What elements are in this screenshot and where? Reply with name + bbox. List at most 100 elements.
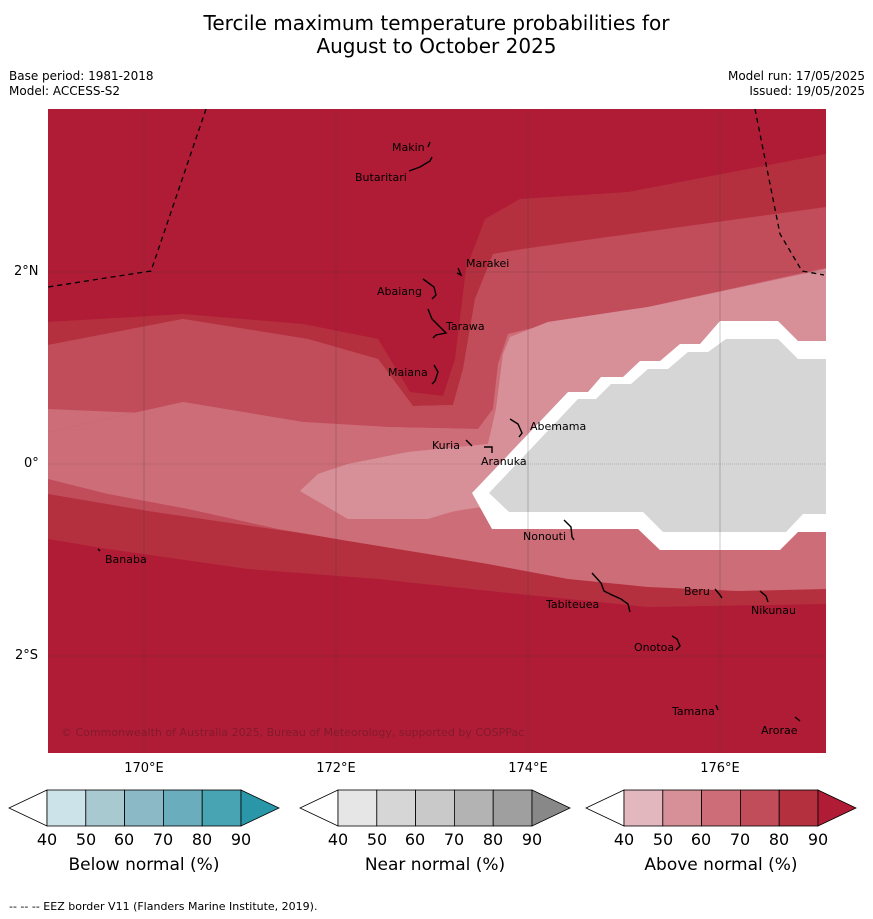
label-abaiang: Abaiang <box>377 285 422 298</box>
colorbar-cell <box>453 789 494 827</box>
tick: 60 <box>405 830 425 849</box>
label-makin: Makin <box>392 141 425 154</box>
graticule <box>48 109 826 753</box>
model-run: Model run: 17/05/2025 <box>727 69 865 83</box>
label-banaba: Banaba <box>105 553 147 566</box>
island-arorae <box>794 716 801 722</box>
probability-map: Makin Butaritari Marakei Abaiang Tarawa … <box>48 109 826 753</box>
islands <box>97 141 801 722</box>
meta-left: Base period: 1981-2018 Model: ACCESS-S2 <box>9 69 154 99</box>
eez-footnote: -- -- -- EEZ border V11 (Flanders Marine… <box>9 900 318 913</box>
title-line-1: Tercile maximum temperature probabilitie… <box>203 11 670 35</box>
island-marakei <box>456 267 463 277</box>
colorbar-cell <box>739 789 780 827</box>
label-tamana: Tamana <box>671 705 715 718</box>
label-tarawa: Tarawa <box>445 320 485 333</box>
colorbar-cell <box>376 789 417 827</box>
colorbar-ticks: 40 50 60 70 80 90 <box>37 830 251 849</box>
lon-label-176e: 176°E <box>700 761 740 776</box>
colorbar-title-below: Below normal (%) <box>68 855 220 875</box>
tick: 50 <box>367 830 387 849</box>
tick: 70 <box>730 830 750 849</box>
colorbar-cell <box>662 789 703 827</box>
tick: 60 <box>691 830 711 849</box>
island-butaritari <box>408 156 433 172</box>
tick: 40 <box>614 830 634 849</box>
label-arorae: Arorae <box>761 724 798 737</box>
meta-right: Model run: 17/05/2025 Issued: 19/05/2025 <box>728 69 865 99</box>
colorbar-ticks: 40 50 60 70 80 90 <box>328 830 542 849</box>
label-nikunau: Nikunau <box>751 604 796 617</box>
title-line-2: August to October 2025 <box>316 34 557 58</box>
island-beru <box>714 588 723 599</box>
colorbar-extend-high <box>817 789 857 827</box>
island-abaiang <box>422 278 437 300</box>
colorbar-cell <box>162 789 203 827</box>
label-butaritari: Butaritari <box>355 171 407 184</box>
colorbar-cell <box>701 789 741 827</box>
island-tarawa <box>427 308 448 339</box>
tick: 80 <box>192 830 212 849</box>
map-title: Tercile maximum temperature probabilitie… <box>0 12 873 58</box>
tick: 70 <box>153 830 173 849</box>
tick: 80 <box>769 830 789 849</box>
tick: 70 <box>444 830 464 849</box>
island-abemama <box>509 418 523 438</box>
label-abemama: Abemama <box>530 420 586 433</box>
tick: 60 <box>114 830 134 849</box>
lat-label-2n: 2°N <box>14 264 39 279</box>
colorbar-extend-low <box>8 789 48 827</box>
colorbar-extend-low <box>299 789 339 827</box>
island-makin <box>427 141 431 148</box>
tick: 50 <box>653 830 673 849</box>
island-nikunau <box>759 590 769 603</box>
lat-label-0: 0° <box>24 456 39 471</box>
label-kuria: Kuria <box>432 439 460 452</box>
model: Model: ACCESS-S2 <box>9 84 121 98</box>
colorbar-extend-low <box>585 789 625 827</box>
colorbar-extend-high <box>240 789 280 827</box>
base-period: Base period: 1981-2018 <box>9 69 154 83</box>
island-nonouti <box>563 519 575 541</box>
eez-border <box>48 109 825 288</box>
colorbar-above-normal: 40 50 60 70 80 90 <box>585 789 857 849</box>
colorbar-cell <box>337 789 378 827</box>
lon-label-172e: 172°E <box>316 761 356 776</box>
region-near-normal-50 <box>489 339 826 532</box>
island-tabiteuea <box>591 572 631 613</box>
tick: 40 <box>37 830 57 849</box>
island-onotoa <box>671 635 681 651</box>
colorbar-cell <box>124 789 164 827</box>
colorbar-extend-high <box>531 789 571 827</box>
tick: 90 <box>808 830 828 849</box>
island-tamana <box>715 704 719 711</box>
tick: 80 <box>483 830 503 849</box>
tick: 90 <box>522 830 542 849</box>
label-aranuka: Aranuka <box>481 455 527 468</box>
colorbar-cell <box>778 789 819 827</box>
issued-date: Issued: 19/05/2025 <box>749 84 865 98</box>
island-maiana <box>431 364 439 385</box>
tick: 90 <box>231 830 251 849</box>
label-beru: Beru <box>684 585 710 598</box>
island-aranuka <box>484 446 493 453</box>
colorbar-title-above: Above normal (%) <box>644 855 798 875</box>
label-marakei: Marakei <box>466 257 509 270</box>
copyright: © Commonwealth of Australia 2025, Bureau… <box>61 726 524 739</box>
lon-label-170e: 170°E <box>124 761 164 776</box>
colorbar-title-near: Near normal (%) <box>364 855 506 875</box>
tick: 50 <box>76 830 96 849</box>
island-banaba <box>97 548 101 552</box>
colorbar-ticks: 40 50 60 70 80 90 <box>614 830 828 849</box>
region-above-70-fill <box>48 212 826 432</box>
colorbar-cell <box>492 789 533 827</box>
lat-label-2s: 2°S <box>15 648 39 663</box>
colorbar-cell <box>623 789 664 827</box>
colorbar-cell <box>46 789 87 827</box>
colorbar-cell <box>85 789 126 827</box>
colorbar-below-normal: 40 50 60 70 80 90 <box>8 789 280 849</box>
colorbar-cell <box>201 789 242 827</box>
colorbar-cell <box>415 789 455 827</box>
label-onotoa: Onotoa <box>634 641 674 654</box>
island-kuria <box>465 439 473 447</box>
